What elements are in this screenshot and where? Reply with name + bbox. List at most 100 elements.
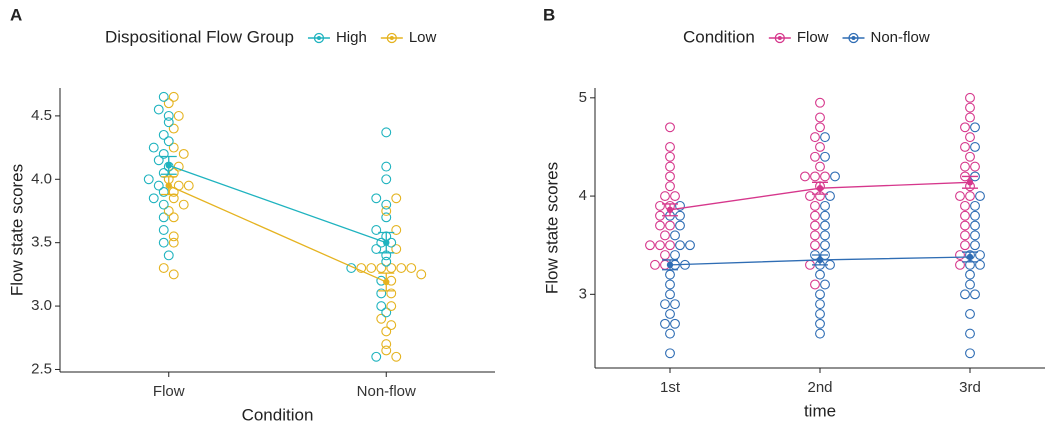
mean-line — [168, 185, 387, 283]
data-point — [960, 220, 970, 231]
x-tick-label: Non-flow — [357, 383, 416, 400]
data-point — [158, 148, 169, 159]
data-point — [820, 171, 830, 182]
data-point — [158, 225, 169, 235]
data-point — [665, 171, 675, 182]
data-point — [825, 191, 835, 202]
data-point — [675, 200, 685, 211]
data-point — [163, 136, 174, 147]
legend-dot — [851, 36, 856, 40]
data-point — [660, 250, 670, 260]
data-point — [173, 110, 184, 121]
data-point — [168, 231, 179, 242]
y-tick-label: 4.5 — [31, 107, 52, 124]
y-tick-label: 4.0 — [31, 170, 52, 187]
data-point — [376, 301, 387, 312]
data-point — [143, 174, 154, 185]
mean-point — [165, 182, 172, 189]
data-point — [381, 127, 392, 138]
data-point — [970, 240, 980, 251]
data-point — [975, 259, 985, 270]
data-point — [670, 230, 680, 241]
data-point — [965, 132, 975, 143]
data-point — [955, 191, 965, 202]
data-point — [660, 230, 670, 241]
y-tick-label: 2.5 — [31, 360, 52, 377]
data-point — [670, 191, 680, 202]
data-point — [356, 263, 367, 273]
data-point — [810, 200, 820, 211]
data-point — [665, 181, 675, 192]
mean-point — [966, 253, 974, 261]
mean-point — [966, 179, 974, 186]
data-point — [810, 240, 820, 251]
data-point — [665, 328, 675, 339]
data-point — [655, 220, 665, 231]
data-point — [665, 348, 675, 359]
data-point — [381, 339, 392, 350]
data-point — [366, 263, 377, 273]
data-point — [386, 301, 397, 312]
data-point — [158, 237, 169, 248]
y-axis-title: Flow state scores — [7, 164, 26, 296]
data-point — [381, 199, 392, 210]
data-point — [168, 142, 179, 153]
data-point — [665, 309, 675, 319]
data-point — [665, 141, 675, 152]
mean-point — [383, 239, 390, 246]
data-point — [965, 328, 975, 339]
data-point — [396, 263, 407, 273]
data-point — [815, 122, 825, 133]
data-point — [815, 97, 825, 108]
data-point — [665, 279, 675, 290]
data-point — [381, 326, 392, 337]
data-point — [163, 98, 174, 109]
data-point — [960, 240, 970, 251]
y-tick-label: 3.5 — [31, 234, 52, 251]
data-point — [168, 269, 179, 280]
data-point — [960, 210, 970, 221]
data-point — [158, 91, 169, 102]
data-point — [965, 269, 975, 280]
data-point — [820, 230, 830, 241]
legend-title: Condition — [683, 27, 755, 46]
data-point — [153, 180, 164, 191]
data-point — [820, 151, 830, 162]
data-point — [371, 244, 382, 254]
data-point — [960, 230, 970, 241]
data-point — [960, 200, 970, 211]
data-point — [955, 259, 965, 270]
legend-marker — [848, 32, 859, 44]
data-point — [665, 269, 675, 280]
data-point — [820, 132, 830, 143]
x-tick-label: 1st — [660, 379, 681, 396]
data-point — [376, 313, 387, 324]
data-point — [148, 142, 159, 153]
data-point — [660, 318, 670, 329]
data-point — [815, 112, 825, 123]
data-point — [376, 263, 387, 273]
mean-line — [168, 164, 387, 244]
data-point — [381, 345, 392, 356]
data-point — [965, 191, 975, 202]
data-point — [965, 309, 975, 319]
panel-label: A — [10, 5, 22, 24]
legend-marker — [313, 32, 325, 44]
mean-point — [666, 206, 674, 214]
data-point — [970, 220, 980, 231]
data-point — [665, 220, 675, 231]
legend-dot — [777, 36, 782, 40]
data-point — [371, 193, 382, 204]
data-point — [168, 237, 179, 248]
data-point — [153, 155, 164, 166]
data-point — [965, 92, 975, 103]
x-axis-title: time — [804, 401, 836, 420]
data-point — [650, 259, 660, 270]
data-point — [975, 191, 985, 202]
data-point — [163, 250, 174, 261]
mean-point — [383, 278, 390, 286]
legend-label: Flow — [797, 29, 829, 46]
data-point — [960, 161, 970, 172]
data-point — [645, 240, 655, 251]
